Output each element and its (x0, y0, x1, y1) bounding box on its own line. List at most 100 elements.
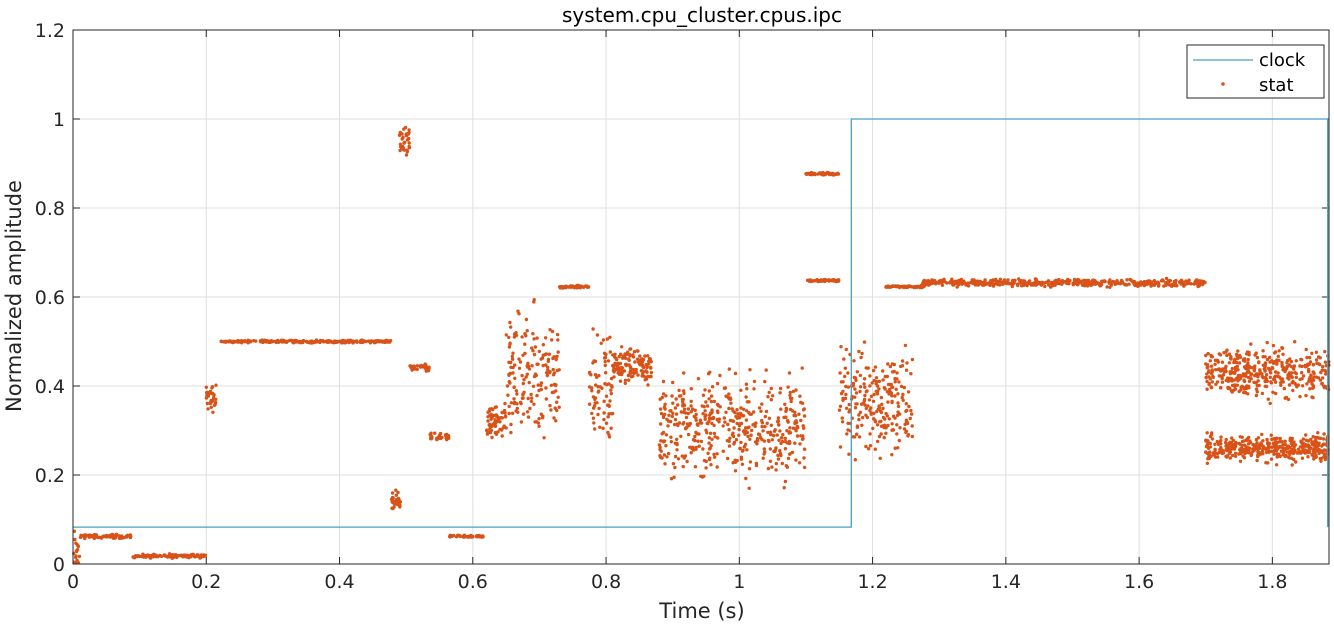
stat-point (686, 411, 690, 416)
stat-point (682, 407, 687, 411)
stat-point (643, 354, 647, 358)
stat-point (889, 382, 893, 387)
stat-point (1207, 381, 1211, 386)
stat-point (696, 377, 701, 381)
stat-point (784, 406, 788, 410)
stat-point (607, 412, 611, 416)
stat-point (769, 423, 773, 427)
stat-point (739, 388, 743, 392)
stat-point (870, 381, 874, 385)
stat-point (400, 132, 404, 136)
stat-point (901, 398, 905, 402)
stat-point (716, 410, 720, 415)
stat-point (591, 395, 596, 399)
stat-point (827, 171, 832, 176)
stat-point (665, 455, 669, 459)
stat-point (884, 411, 888, 416)
stat-point (1308, 375, 1312, 380)
stat-point (1208, 359, 1213, 363)
stat-point (767, 390, 771, 395)
stat-point (890, 399, 894, 404)
stat-point (706, 372, 711, 376)
stat-point (922, 284, 926, 288)
stat-point (815, 278, 819, 282)
stat-point (893, 446, 897, 450)
stat-point (732, 426, 736, 430)
stat-point (1283, 439, 1287, 443)
stat-point (793, 410, 797, 414)
stat-point (776, 457, 781, 461)
stat-point (533, 345, 538, 349)
stat-point (907, 404, 911, 409)
stat-point (626, 350, 630, 354)
stat-point (1311, 370, 1315, 374)
stat-point (785, 419, 790, 423)
stat-point (1242, 372, 1246, 377)
stat-point (798, 442, 802, 446)
stat-point (1065, 281, 1069, 286)
stat-point (684, 426, 688, 430)
stat-point (608, 399, 612, 403)
stat-point (877, 379, 882, 383)
stat-point (769, 386, 773, 391)
stat-point (800, 401, 805, 405)
stat-point (822, 277, 827, 282)
stat-point (407, 128, 411, 132)
stat-point (1244, 450, 1249, 454)
stat-point (661, 379, 666, 384)
stat-point (623, 352, 627, 356)
stat-point (1291, 388, 1295, 393)
stat-point (561, 286, 565, 290)
stat-point (1288, 357, 1292, 361)
stat-point (89, 534, 93, 539)
stat-point (1223, 366, 1228, 370)
x-tick-label: 0.6 (458, 571, 488, 593)
stat-point (359, 340, 363, 345)
stat-point (863, 393, 867, 398)
stat-point (782, 486, 786, 490)
stat-point (564, 284, 568, 288)
stat-point (760, 421, 765, 425)
stat-point (1228, 450, 1233, 454)
stat-point (1189, 282, 1193, 286)
stat-point (862, 382, 866, 386)
stat-point (1318, 456, 1322, 461)
stat-point (196, 553, 200, 558)
stat-point (500, 434, 504, 438)
stat-point (1280, 360, 1284, 365)
stat-point (762, 439, 767, 443)
stat-point (713, 435, 717, 439)
stat-point (785, 465, 790, 469)
stat-point (891, 284, 896, 289)
stat-point (731, 409, 735, 413)
stat-point (1265, 340, 1269, 345)
stat-point (896, 392, 900, 396)
stat-point (507, 380, 511, 384)
stat-point (735, 408, 739, 412)
stat-point (629, 366, 633, 370)
stat-point (694, 418, 698, 422)
stat-point (1236, 349, 1240, 353)
stat-point (645, 364, 649, 369)
stat-point (724, 394, 728, 398)
stat-point (1275, 452, 1279, 456)
stat-point (990, 282, 995, 286)
stat-point (664, 394, 668, 398)
stat-point (1219, 445, 1223, 450)
stat-point (597, 389, 601, 393)
stat-point (689, 410, 693, 414)
stat-point (830, 278, 834, 283)
stat-point (689, 387, 693, 391)
stat-point (508, 342, 512, 347)
stat-point (816, 172, 820, 176)
x-tick-label: 1.6 (1124, 571, 1154, 593)
stat-point (626, 357, 631, 361)
stat-point (1057, 281, 1061, 286)
stat-point (1321, 365, 1325, 369)
stat-point (875, 384, 880, 388)
stat-point (509, 325, 513, 329)
stat-point (1311, 363, 1315, 367)
stat-point (1312, 447, 1316, 452)
stat-point (1018, 281, 1022, 285)
stat-point (214, 383, 218, 387)
